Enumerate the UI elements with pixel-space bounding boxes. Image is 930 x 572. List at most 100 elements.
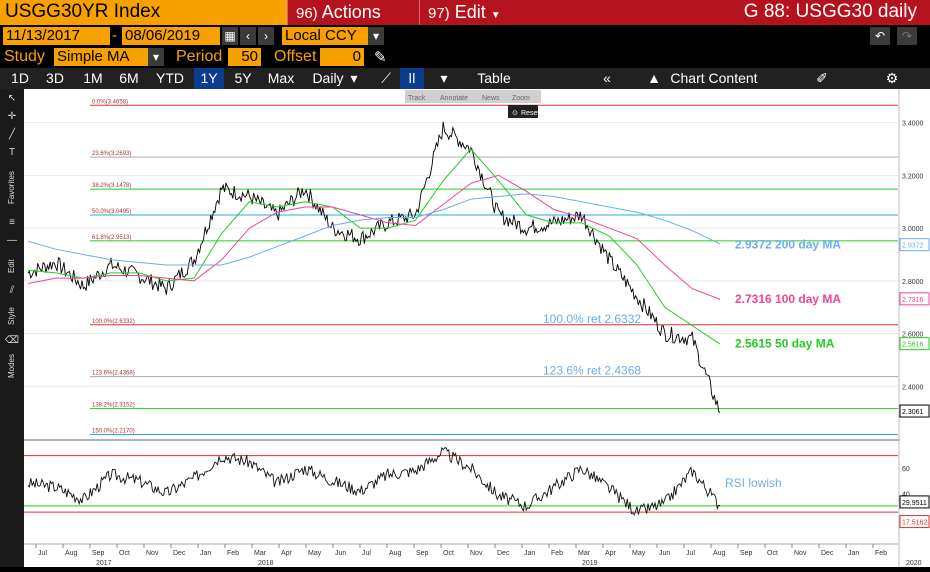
offset-field[interactable]: 0 bbox=[320, 48, 364, 66]
undo-icon[interactable]: ↶ bbox=[870, 27, 890, 45]
fib-tool-icon[interactable]: ≡ bbox=[9, 217, 15, 228]
channel-tool-icon[interactable]: ⫽ bbox=[9, 285, 15, 296]
x-tick-label: May bbox=[308, 550, 322, 557]
period-ytd[interactable]: YTD bbox=[156, 70, 184, 86]
x-tick-label: Apr bbox=[605, 550, 617, 557]
year-label: 2018 bbox=[258, 560, 274, 567]
chart-content-icon: ▲ bbox=[647, 70, 661, 86]
text-tool-icon[interactable]: T bbox=[8, 147, 16, 158]
period-field[interactable]: 50 bbox=[228, 48, 261, 66]
edit-tab[interactable]: Edit bbox=[7, 259, 16, 273]
tool-annotate[interactable]: Annotate bbox=[440, 95, 468, 102]
left-toolbar: ↖ ✛ ╱ T Favorites ≡ — Edit ⫽ Style ⌫ Mod… bbox=[0, 89, 24, 567]
style-tab[interactable]: Style bbox=[7, 307, 16, 325]
last-value-box bbox=[899, 515, 930, 529]
frequency-select[interactable]: Daily bbox=[312, 70, 344, 86]
period-max[interactable]: Max bbox=[267, 70, 295, 86]
y-tick-label: 2.6000 bbox=[902, 332, 924, 339]
next-icon[interactable]: › bbox=[258, 27, 274, 45]
chevron-down-icon[interactable]: ▾ bbox=[440, 70, 448, 86]
tool-news[interactable]: News bbox=[482, 95, 500, 102]
last-value-box bbox=[899, 292, 930, 306]
currency-select[interactable]: Local CCY bbox=[282, 27, 368, 45]
last-value-box bbox=[899, 337, 930, 351]
x-tick-label: May bbox=[632, 550, 646, 557]
gear-icon[interactable]: ⚙ bbox=[885, 70, 899, 86]
favorites-tab[interactable]: Favorites bbox=[7, 171, 16, 205]
x-axis: Jul Aug Sep Oct Nov Dec Jan Feb Mar Apr May Jun Jul A… bbox=[24, 543, 922, 567]
chevron-down-icon[interactable]: ▾ bbox=[368, 27, 384, 45]
table-button[interactable]: Table bbox=[477, 70, 511, 86]
annotation-label: 100.0% ret 2.6332 bbox=[543, 312, 641, 326]
last-value-box bbox=[899, 495, 930, 509]
start-date-field[interactable]: 11/13/2017 bbox=[3, 27, 110, 45]
calendar-icon[interactable]: ▦ bbox=[222, 27, 238, 45]
period-1y[interactable]: 1Y bbox=[194, 68, 224, 89]
bar-chart-icon[interactable]: ǀǀ bbox=[400, 68, 424, 89]
x-tick-label: Jan bbox=[200, 550, 211, 557]
ticker-field[interactable]: USGG30YR Index bbox=[0, 0, 287, 25]
rsi-tick-label: 60 bbox=[902, 466, 910, 473]
annotations: 2.9372 200 day MA 2.7316 100 day MA 2.5615… bbox=[543, 238, 841, 490]
prev-icon[interactable]: ‹ bbox=[240, 27, 256, 45]
fib-label: 38.2%(3.1478) bbox=[92, 183, 131, 189]
fib-label: 138.2%(2.3152) bbox=[92, 403, 135, 409]
period-1m[interactable]: 1M bbox=[83, 70, 103, 86]
hline-tool-icon[interactable]: — bbox=[7, 235, 17, 246]
chevron-down-icon[interactable]: ▾ bbox=[148, 48, 164, 66]
actions-num: 96) bbox=[296, 5, 318, 22]
line-chart-icon[interactable]: ⟋ bbox=[381, 70, 391, 86]
chart-content-button[interactable]: Chart Content bbox=[670, 70, 758, 86]
offset-label: Offset bbox=[274, 48, 317, 65]
period-6m[interactable]: 6M bbox=[119, 70, 139, 86]
chart-area[interactable]: 0.0%(3.4658) 23.6%(3.2693) 38.2%(3.1478) 50… bbox=[0, 89, 930, 567]
reset-button[interactable]: ⊙ bbox=[512, 110, 518, 117]
end-date-field[interactable]: 08/06/2019 bbox=[122, 27, 220, 45]
x-tick-label: Jan bbox=[848, 550, 859, 557]
annotation-label: 2.5615 50 day MA bbox=[735, 337, 835, 351]
x-tick-label: Jun bbox=[659, 550, 670, 557]
edit-chart-icon[interactable]: ✐ bbox=[816, 70, 828, 86]
reset-label[interactable]: Reset bbox=[521, 110, 539, 117]
x-tick-label: Aug bbox=[713, 550, 726, 557]
period-3d[interactable]: 3D bbox=[46, 70, 64, 86]
period-1d[interactable]: 1D bbox=[11, 70, 29, 86]
modes-tab[interactable]: Modes bbox=[7, 354, 16, 379]
x-tick-label: Feb bbox=[551, 550, 563, 557]
x-tick-label: Oct bbox=[767, 550, 778, 557]
last-value-label: 2.9372 bbox=[902, 243, 924, 250]
chevron-down-icon: ▼ bbox=[490, 10, 501, 21]
collapse-icon[interactable]: « bbox=[603, 70, 611, 86]
tool-track[interactable]: Track bbox=[408, 95, 426, 102]
pen-icon[interactable]: ✎ bbox=[374, 49, 387, 66]
period-5y[interactable]: 5Y bbox=[234, 70, 252, 86]
tool-zoom[interactable]: Zoom bbox=[512, 95, 530, 102]
last-value-label: 2.3061 bbox=[902, 409, 924, 416]
series-line-usgg30yr bbox=[27, 121, 721, 413]
annotation-label: 123.6% ret 2.4368 bbox=[543, 364, 641, 378]
x-tick-label: Oct bbox=[119, 550, 130, 557]
tool-palette[interactable]: Track Annotate News Zoom ⊙ Reset bbox=[405, 90, 541, 118]
x-tick-label: Nov bbox=[470, 550, 483, 557]
study-label: Study bbox=[4, 48, 45, 65]
actions-menu[interactable]: 96) Actions ▼ bbox=[287, 0, 402, 42]
rsi-panel: 204060 bbox=[24, 446, 910, 523]
screen-title: G 88: USGG30 daily bbox=[743, 1, 917, 22]
study-select[interactable]: Simple MA bbox=[54, 48, 148, 66]
redo-icon[interactable]: ↷ bbox=[897, 27, 917, 45]
line-tool-icon[interactable]: ╱ bbox=[8, 129, 16, 140]
y-tick-label: 3.2000 bbox=[902, 173, 924, 180]
eraser-icon[interactable]: ⌫ bbox=[4, 335, 20, 346]
date-separator: - bbox=[112, 27, 117, 44]
chevron-down-icon[interactable]: ▾ bbox=[350, 70, 358, 86]
x-tick-label: Jul bbox=[362, 550, 371, 557]
edit-menu[interactable]: 97) Edit ▼ bbox=[419, 0, 519, 25]
period-label: Period bbox=[176, 48, 223, 65]
x-tick-label: Aug bbox=[65, 550, 78, 557]
crosshair-icon[interactable]: ✛ bbox=[7, 111, 17, 122]
x-tick-label: Apr bbox=[281, 550, 293, 557]
rsi-line bbox=[27, 446, 721, 516]
pointer-icon[interactable]: ↖ bbox=[7, 93, 17, 104]
fib-label: 0.0%(3.4658) bbox=[92, 99, 128, 105]
series-lines bbox=[27, 121, 721, 413]
